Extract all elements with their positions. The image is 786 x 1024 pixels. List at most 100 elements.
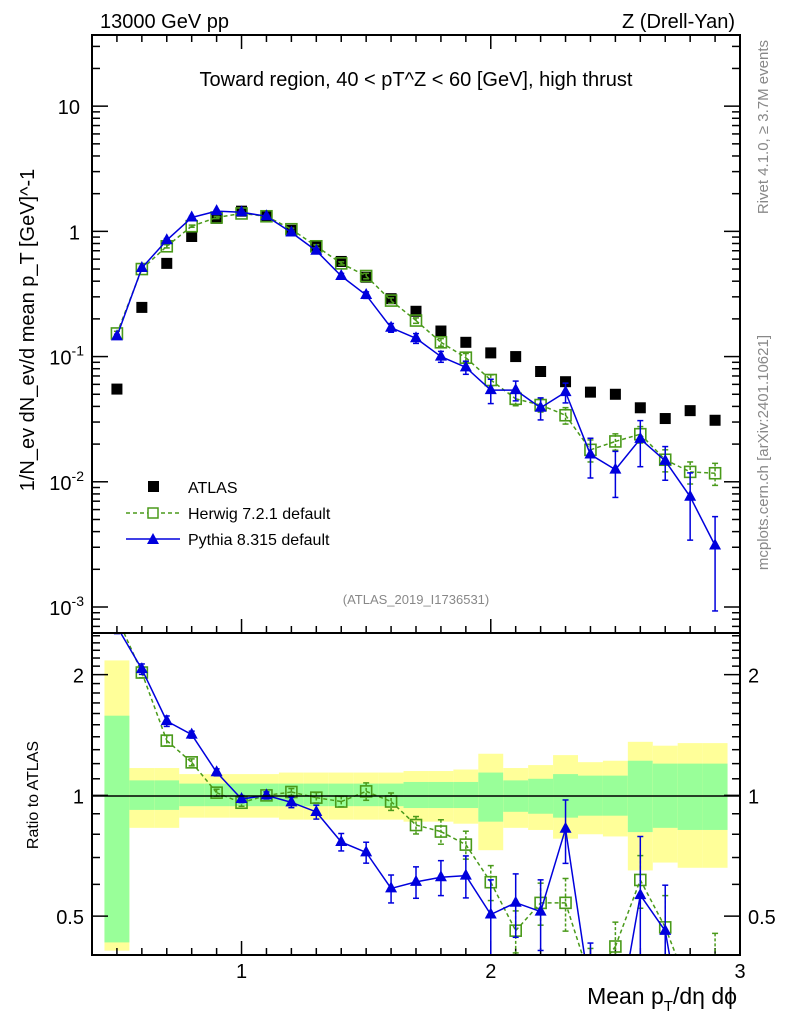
pythia-ratio-point bbox=[410, 874, 422, 886]
pythia-point bbox=[310, 243, 323, 255]
pythia-ratio-line bbox=[141, 668, 168, 722]
atlas-point bbox=[684, 405, 696, 417]
herwig-line bbox=[340, 262, 367, 277]
atlas-point bbox=[136, 301, 148, 313]
header-left: 13000 GeV pp bbox=[100, 11, 229, 33]
y-tick-label: 10 bbox=[58, 97, 80, 119]
pythia-ratio-line bbox=[539, 828, 567, 912]
ratio-bands bbox=[104, 660, 728, 951]
herwig-ratio-point bbox=[210, 786, 223, 799]
pythia-ratio-line bbox=[216, 771, 243, 800]
pythia-ratio-line bbox=[440, 874, 466, 879]
atlas-point bbox=[634, 402, 646, 414]
pythia-line bbox=[689, 496, 716, 546]
band-inner bbox=[129, 780, 155, 810]
pythia-ratio-point bbox=[484, 907, 497, 919]
legend-atlas: ATLAS bbox=[148, 480, 238, 497]
pythia-ratio-point bbox=[185, 727, 198, 739]
herwig-line bbox=[266, 215, 292, 230]
pythia-ratio-point bbox=[160, 714, 173, 726]
atlas-point bbox=[410, 305, 422, 317]
pythia-point bbox=[434, 349, 447, 361]
pythia-point bbox=[260, 209, 273, 221]
herwig-point bbox=[434, 336, 448, 349]
plot-title: Toward region, 40 < pT^Z < 60 [GeV], hig… bbox=[200, 69, 633, 91]
herwig-ratio-line bbox=[340, 790, 367, 803]
x-axis-label: Mean pT/dη dϕ bbox=[587, 983, 737, 1015]
herwig-ratio-point bbox=[434, 825, 448, 838]
herwig-ratio-point bbox=[160, 734, 174, 747]
pythia-ratio-point bbox=[634, 888, 647, 900]
herwig-ratio-line bbox=[608, 946, 616, 956]
legend-pythia: Pythia 8.315 default bbox=[126, 532, 330, 549]
ratio-y-axis-label: Ratio to ATLAS bbox=[25, 741, 42, 849]
pythia-ratio-point bbox=[559, 821, 572, 833]
pythia-point bbox=[484, 383, 497, 395]
pythia-line bbox=[664, 460, 691, 498]
pythia-point bbox=[584, 447, 597, 459]
pythia-point bbox=[135, 260, 148, 272]
atlas-point bbox=[584, 386, 596, 398]
pythia-point bbox=[360, 288, 373, 300]
pythia-point bbox=[684, 489, 697, 501]
legend-pythia-label: Pythia 8.315 default bbox=[188, 532, 330, 549]
pythia-ratio-point bbox=[459, 868, 472, 880]
pythia-point bbox=[509, 383, 522, 395]
header-right: Z (Drell-Yan) bbox=[622, 11, 735, 33]
legend-herwig: Herwig 7.2.1 default bbox=[126, 506, 331, 523]
herwig-line bbox=[690, 471, 716, 475]
x-tick-label: 2 bbox=[485, 961, 496, 983]
herwig-ratio-point bbox=[609, 940, 622, 953]
herwig-ratio-point bbox=[459, 838, 473, 851]
ratio-y-tick-label: 0.5 bbox=[748, 907, 776, 929]
x-tick-label: 1 bbox=[236, 961, 247, 983]
pythia-point bbox=[634, 431, 647, 443]
legend-pythia-marker bbox=[147, 533, 159, 544]
pythia-point bbox=[210, 204, 223, 216]
herwig-ratio-line bbox=[365, 790, 392, 803]
atlas-point bbox=[510, 351, 522, 363]
pythia-point bbox=[285, 225, 298, 237]
pythia-ratio-point bbox=[659, 923, 672, 935]
band-inner bbox=[104, 715, 130, 943]
pythia-ratio-line bbox=[191, 734, 218, 773]
herwig-ratio-point bbox=[310, 791, 323, 804]
pythia-ratio-line bbox=[365, 851, 392, 889]
ratio-y-tick-label: 2 bbox=[748, 666, 759, 688]
x-tick-label: 3 bbox=[734, 961, 745, 983]
atlas-point bbox=[161, 257, 173, 269]
herwig-ratio-point bbox=[185, 756, 198, 769]
atlas-point bbox=[560, 376, 572, 388]
rivet-version-label: Rivet 4.1.0, ≥ 3.7M events bbox=[755, 40, 772, 214]
axis-ticks: 1 2 3 10 1 10-1 10-2 10-3 2 2 1 1 0.5 0.5 bbox=[49, 35, 776, 983]
pythia-ratio-point bbox=[210, 765, 223, 777]
legend-herwig-marker bbox=[147, 507, 159, 519]
pythia-ratio-point bbox=[235, 792, 248, 804]
legend: ATLAS Herwig 7.2.1 default Pythia 8.315 … bbox=[126, 480, 331, 549]
band-inner bbox=[403, 781, 429, 809]
pythia-point bbox=[160, 233, 173, 245]
pythia-ratio-point bbox=[285, 795, 298, 807]
legend-herwig-label: Herwig 7.2.1 default bbox=[188, 506, 331, 523]
atlas-point bbox=[111, 383, 123, 395]
herwig-point bbox=[609, 435, 622, 448]
herwig-ratio-line bbox=[141, 672, 168, 741]
herwig-point bbox=[409, 314, 423, 327]
band-inner bbox=[478, 772, 504, 822]
pythia-ratio-point bbox=[534, 904, 547, 916]
pythia-point bbox=[410, 331, 422, 343]
herwig-line bbox=[639, 433, 666, 461]
main-series bbox=[110, 204, 722, 612]
pythia-line bbox=[216, 210, 242, 214]
herwig-ratio-point bbox=[559, 896, 572, 910]
herwig-ratio-point bbox=[359, 785, 373, 798]
band-inner bbox=[453, 781, 479, 809]
herwig-ratio-line bbox=[564, 902, 584, 956]
herwig-line bbox=[166, 225, 193, 247]
herwig-line bbox=[290, 228, 317, 247]
herwig-point bbox=[708, 466, 722, 480]
herwig-line bbox=[440, 341, 467, 359]
atlas-point bbox=[535, 365, 547, 377]
band-inner bbox=[154, 780, 180, 810]
